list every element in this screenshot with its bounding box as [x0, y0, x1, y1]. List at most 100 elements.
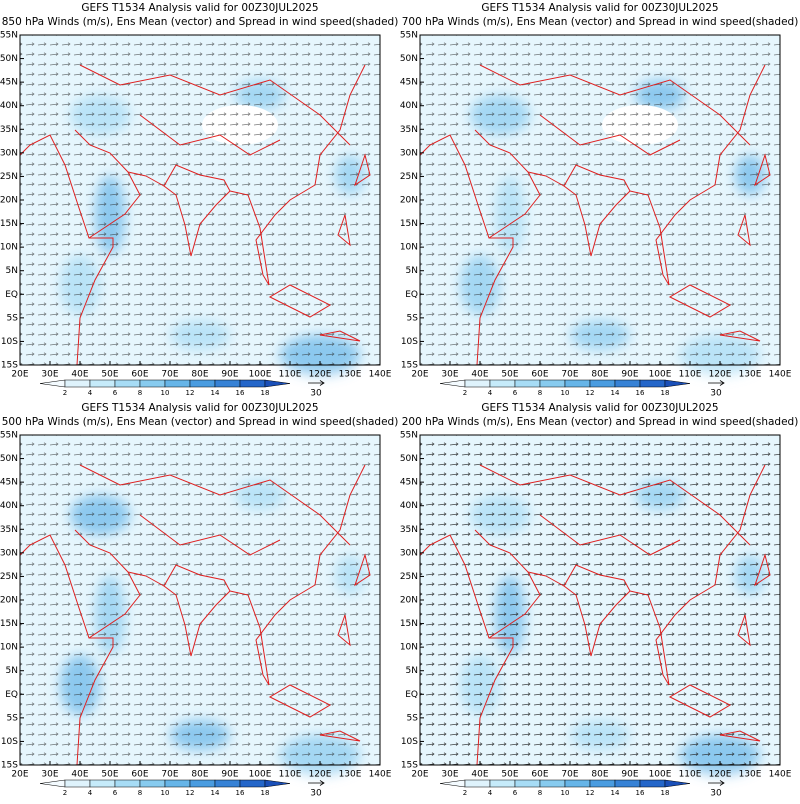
colorbar-label: 14 [211, 389, 220, 397]
lat-label: 30N [400, 548, 418, 558]
lat-label: 30N [400, 148, 418, 158]
colorbar-label: 2 [63, 389, 67, 397]
colorbar: 2 4 6 8 10 12 14 16 18 [439, 779, 691, 797]
lat-label: 15N [0, 619, 18, 629]
lon-label: 90E [221, 370, 238, 380]
lon-label: 120E [309, 370, 332, 380]
colorbar-label: 10 [161, 789, 170, 797]
lat-label: 50N [0, 54, 18, 64]
lat-label: 10S [1, 337, 18, 347]
colorbar-cell [489, 779, 516, 788]
colorbar-end [264, 379, 291, 388]
colorbar-label: 18 [661, 389, 670, 397]
lat-label: 35N [400, 125, 418, 135]
lon-label: 140E [369, 370, 392, 380]
panel-subtitle: 700 hPa Winds (m/s), Ens Mean (vector) a… [402, 16, 799, 28]
lon-label: 70E [161, 770, 178, 780]
panel-title: GEFS T1534 Analysis valid for 00Z30JUL20… [481, 2, 718, 14]
colorbar-end [264, 779, 291, 788]
panel: GEFS T1534 Analysis valid for 00Z30JUL20… [0, 2, 398, 399]
lon-label: 120E [709, 370, 732, 380]
colorbar-cell [639, 779, 666, 788]
colorbar-label: 4 [488, 389, 493, 397]
lat-label: 50N [400, 454, 418, 464]
reference-arrow [308, 780, 325, 786]
lat-label: 15N [400, 219, 418, 229]
lat-label: EQ [5, 690, 18, 700]
lon-label: 40E [471, 770, 488, 780]
panel-subtitle: 850 hPa Winds (m/s), Ens Mean (vector) a… [2, 16, 399, 28]
colorbar-cell [614, 379, 641, 388]
reference-label: 30 [310, 789, 322, 799]
wind-vectors [20, 35, 380, 365]
colorbar-cell [164, 379, 191, 388]
colorbar-cell [214, 379, 241, 388]
lat-label: 10S [401, 737, 418, 747]
colorbar-label: 10 [561, 389, 570, 397]
colorbar: 2 4 6 8 10 12 14 16 18 [439, 379, 691, 397]
colorbar-end [439, 779, 466, 788]
lat-label: 55N [400, 31, 418, 41]
lon-label: 80E [191, 370, 208, 380]
colorbar-cell [539, 779, 566, 788]
colorbar-label: 6 [113, 389, 118, 397]
lon-label: 100E [649, 370, 672, 380]
lat-label: 5N [406, 666, 418, 676]
colorbar: 2 4 6 8 10 12 14 16 18 [39, 779, 291, 797]
lat-label: 45N [0, 478, 18, 488]
lon-label: 70E [161, 370, 178, 380]
lat-label: 25N [400, 572, 418, 582]
colorbar-cell [639, 379, 666, 388]
lat-label: 10N [0, 643, 18, 653]
colorbar-cell [114, 779, 141, 788]
colorbar-label: 2 [463, 789, 467, 797]
colorbar-cell [164, 779, 191, 788]
lat-label: 5N [406, 266, 418, 276]
lat-label: 15N [0, 219, 18, 229]
lat-label: 35N [400, 525, 418, 535]
lon-label: 30E [41, 770, 58, 780]
lon-label: 110E [279, 770, 302, 780]
lat-label: 55N [0, 31, 18, 41]
panel: GEFS T1534 Analysis valid for 00Z30JUL20… [400, 2, 798, 399]
colorbar-cell [589, 379, 616, 388]
lon-label: 140E [769, 370, 792, 380]
lon-label: 140E [769, 770, 792, 780]
colorbar-cell [189, 779, 216, 788]
lat-label: 40N [0, 101, 18, 111]
lon-label: 70E [561, 770, 578, 780]
colorbar-cell [64, 779, 91, 788]
colorbar-label: 16 [236, 389, 245, 397]
colorbar-label: 18 [261, 389, 270, 397]
panel-title: GEFS T1534 Analysis valid for 00Z30JUL20… [81, 2, 318, 14]
colorbar-label: 14 [611, 789, 620, 797]
lon-label: 20E [411, 370, 428, 380]
lat-label: 5S [407, 713, 419, 723]
lat-label: 25N [0, 172, 18, 182]
lon-label: 130E [739, 370, 762, 380]
colorbar-label: 4 [488, 789, 493, 797]
colorbar-label: 12 [586, 789, 595, 797]
colorbar-end [664, 379, 691, 388]
lat-label: 15S [1, 361, 18, 371]
lat-label: 25N [0, 572, 18, 582]
lat-label: 30N [0, 548, 18, 558]
wind-vectors [20, 435, 380, 765]
lon-label: 50E [501, 370, 518, 380]
colorbar-label: 6 [513, 789, 518, 797]
panel: GEFS T1534 Analysis valid for 00Z30JUL20… [400, 402, 798, 799]
colorbar-label: 8 [138, 789, 142, 797]
lon-label: 80E [191, 770, 208, 780]
lat-label: 40N [400, 501, 418, 511]
lat-label: 15N [400, 619, 418, 629]
lat-label: 15S [1, 761, 18, 771]
lon-label: 60E [131, 370, 148, 380]
colorbar-cell [139, 379, 166, 388]
colorbar-cell [64, 379, 91, 388]
lat-label: 25N [400, 172, 418, 182]
colorbar-cell [239, 379, 266, 388]
reference-arrow [308, 380, 325, 386]
colorbar-cell [114, 379, 141, 388]
lat-label: EQ [5, 290, 18, 300]
lon-label: 90E [621, 770, 638, 780]
